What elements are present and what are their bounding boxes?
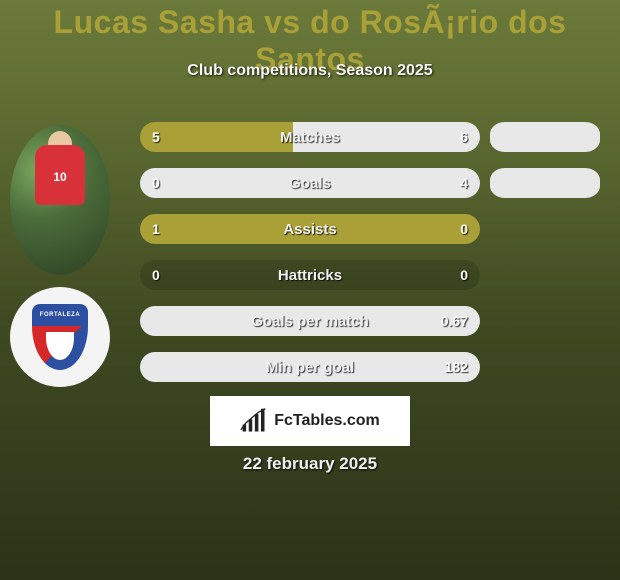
stat-right-value: 182 [445, 352, 468, 382]
stat-rows: 56Matches04Goals10Assists00Hattricks0.67… [140, 122, 480, 398]
bar-left [140, 122, 293, 152]
stat-right-value: 0 [460, 214, 468, 244]
stat-left-value: 0 [152, 168, 160, 198]
crest-banner: FORTALEZA [32, 304, 88, 326]
stat-ellipse [490, 122, 600, 152]
bar-right [140, 168, 480, 198]
bar-right [140, 306, 480, 336]
stat-row: 56Matches [140, 122, 480, 152]
stat-left-value: 0 [152, 260, 160, 290]
ellipse-column [490, 122, 600, 398]
stat-row: 0 0Hattricks [140, 260, 480, 290]
stat-row: 10Assists [140, 214, 480, 244]
club-crest: FORTALEZA [32, 304, 88, 370]
stat-row: 182Min per goal [140, 352, 480, 382]
stat-left-value: 1 [152, 214, 160, 244]
stat-right-value: 6 [460, 122, 468, 152]
stat-left-value: 5 [152, 122, 160, 152]
player1-avatar: 10 [10, 125, 110, 275]
chart-icon [240, 407, 268, 435]
comparison-infographic: Lucas Sasha vs do RosÃ¡rio dos Santos Cl… [0, 0, 620, 580]
stat-right-value: 4 [460, 168, 468, 198]
bar-left [140, 214, 480, 244]
infographic-date: 22 february 2025 [0, 454, 620, 474]
stat-label: Hattricks [140, 260, 480, 290]
page-subtitle: Club competitions, Season 2025 [0, 62, 620, 80]
player2-avatar: FORTALEZA [10, 287, 110, 387]
avatars-column: 10 FORTALEZA [10, 125, 110, 399]
stat-right-value: 0.67 [441, 306, 468, 336]
bar-right [140, 352, 480, 382]
branding-text: FcTables.com [274, 412, 380, 430]
stat-right-value: 0 [460, 260, 468, 290]
player1-shirt-number: 10 [53, 170, 66, 184]
branding-box: FcTables.com [210, 396, 410, 446]
stat-row: 0.67Goals per match [140, 306, 480, 336]
stat-ellipse [490, 168, 600, 198]
bar-right [293, 122, 480, 152]
stat-row: 04Goals [140, 168, 480, 198]
